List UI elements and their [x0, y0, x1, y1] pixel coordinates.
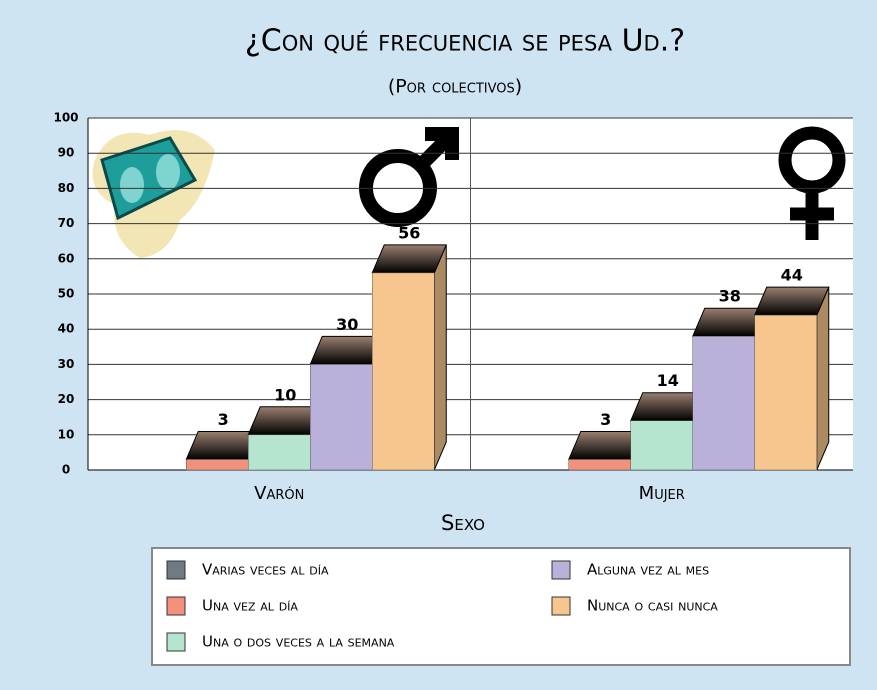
bar — [569, 459, 631, 470]
x-tick-label: Mujer — [639, 483, 685, 504]
y-tick-label: 50 — [58, 287, 75, 301]
data-label: 38 — [719, 287, 741, 306]
bar-3d — [372, 245, 446, 470]
data-label: 10 — [274, 385, 296, 404]
data-label: 30 — [336, 315, 358, 334]
legend-label: Una o dos veces a la semana — [202, 633, 395, 651]
data-label: 44 — [781, 266, 803, 285]
bar — [693, 336, 755, 470]
legend-label: Varias veces al día — [202, 561, 329, 579]
chart: ¿Con qué frecuencia se pesa Ud.? (Por co… — [0, 0, 877, 690]
bar-side — [434, 245, 446, 470]
bar-3d — [755, 287, 829, 470]
legend-label: Alguna vez al mes — [587, 561, 709, 579]
y-tick-label: 40 — [58, 322, 75, 336]
x-axis-title: Sexo — [441, 511, 485, 535]
y-tick-label: 90 — [58, 146, 75, 160]
bar — [631, 421, 693, 470]
data-label: 3 — [600, 410, 611, 429]
legend-swatch — [167, 597, 185, 615]
y-tick-label: 10 — [58, 427, 75, 441]
y-tick-label: 100 — [53, 111, 78, 125]
y-tick-label: 20 — [58, 392, 75, 406]
data-label: 14 — [657, 371, 679, 390]
bar — [186, 459, 248, 470]
bar-side — [817, 287, 829, 470]
bar — [248, 435, 310, 470]
legend-swatch — [167, 561, 185, 579]
bar — [755, 315, 817, 470]
y-tick-label: 0 — [62, 463, 70, 477]
legend-swatch — [167, 633, 185, 651]
bar — [310, 364, 372, 470]
legend-label: Una vez al día — [202, 597, 298, 615]
bar-top — [372, 245, 446, 273]
chart-title: ¿Con qué frecuencia se pesa Ud.? — [245, 24, 685, 59]
legend-swatch — [552, 597, 570, 615]
y-tick-label: 70 — [58, 216, 75, 230]
chart-subtitle: (Por colectivos) — [388, 76, 522, 98]
x-tick-label: Varón — [254, 483, 304, 504]
y-tick-label: 30 — [58, 357, 75, 371]
bar — [372, 273, 434, 470]
data-label: 3 — [218, 410, 229, 429]
legend-swatch — [552, 561, 570, 579]
data-label: 56 — [398, 223, 420, 242]
bar-top — [755, 287, 829, 315]
y-tick-label: 80 — [58, 181, 75, 195]
y-tick-label: 60 — [58, 251, 75, 265]
legend-label: Nunca o casi nunca — [587, 597, 718, 615]
